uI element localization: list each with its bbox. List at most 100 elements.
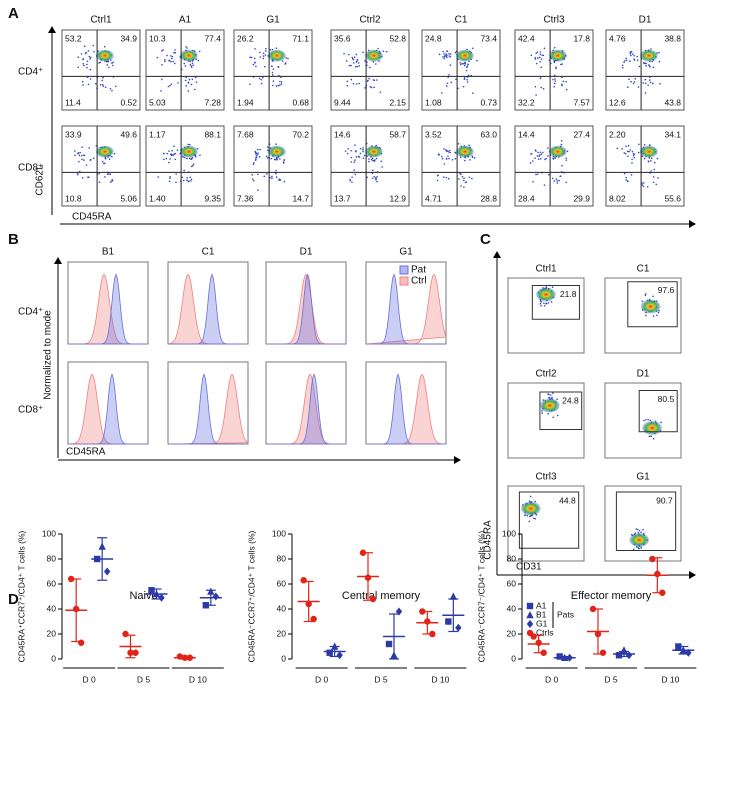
event-dot: [88, 55, 91, 58]
event-dot: [282, 161, 285, 164]
event-dot: [541, 54, 543, 57]
event-dot: [175, 181, 177, 184]
event-dot: [168, 150, 170, 152]
histogram: [366, 373, 446, 445]
event-dot: [174, 52, 177, 54]
event-dot: [181, 176, 184, 179]
event-dot: [82, 58, 85, 60]
event-dot: [187, 143, 189, 146]
data-point: [395, 607, 403, 616]
event-dot: [547, 413, 549, 415]
event-dot: [161, 49, 163, 52]
event-dot: [621, 67, 624, 69]
event-dot: [451, 158, 454, 161]
plot-frame: [604, 277, 682, 354]
event-dot: [346, 85, 348, 87]
event-dot: [652, 437, 655, 440]
event-dot: [654, 161, 656, 164]
data-point: [390, 651, 398, 659]
event-dot: [261, 76, 264, 79]
event-dot: [535, 173, 537, 176]
quadrant-value: 5.03: [149, 97, 166, 107]
event-dot: [538, 56, 541, 59]
event-dot: [99, 84, 102, 86]
data-point: [445, 618, 452, 625]
plot-frame: [330, 125, 410, 207]
event-dot: [185, 45, 187, 48]
event-dot: [644, 418, 647, 421]
event-dot: [195, 81, 198, 83]
gate-value: 21.8: [560, 289, 577, 299]
event-dot: [103, 45, 106, 48]
event-dot: [89, 56, 92, 59]
event-dot: [637, 151, 640, 154]
quadrant-value: 2.15: [389, 97, 406, 107]
density-core: [267, 145, 286, 158]
panel-letter: A: [8, 5, 19, 22]
event-dot: [166, 152, 168, 155]
event-dot: [547, 147, 549, 149]
event-dot: [348, 53, 350, 56]
x-tick-label: D 5: [604, 674, 618, 684]
chart-title: Effector memory: [571, 590, 652, 602]
event-dot: [287, 57, 289, 60]
event-dot: [88, 176, 90, 179]
event-dot: [638, 65, 641, 68]
event-dot: [160, 90, 162, 92]
x-tick-label: D 5: [374, 674, 388, 684]
event-dot: [168, 60, 170, 62]
quadrant-value: 10.8: [65, 193, 82, 203]
legend-label: A1: [536, 600, 547, 610]
event-dot: [275, 169, 277, 172]
data-point: [649, 555, 656, 563]
quadrant-value: 71.1: [292, 33, 309, 43]
axis-label: CD31: [516, 562, 542, 573]
event-dot: [260, 82, 263, 85]
event-dot: [616, 147, 619, 150]
event-dot: [182, 156, 184, 158]
event-dot: [560, 63, 562, 66]
gate-value: 80.5: [658, 394, 675, 404]
quadrant-value: 1.08: [425, 97, 442, 107]
event-dot: [107, 60, 110, 63]
event-dot: [445, 55, 448, 58]
quadrant-value: 55.6: [664, 193, 681, 203]
y-tick-label: 80: [47, 553, 57, 563]
event-dot: [170, 57, 173, 60]
data-point: [305, 600, 312, 608]
event-dot: [630, 174, 633, 176]
data-point: [326, 649, 333, 656]
event-dot: [264, 65, 266, 68]
event-dot: [553, 46, 556, 49]
event-dot: [169, 177, 171, 180]
event-dot: [641, 300, 644, 302]
event-dot: [169, 84, 171, 87]
event-dot: [362, 150, 364, 153]
event-dot: [652, 181, 655, 184]
quadrant-value: 27.4: [573, 129, 590, 139]
event-dot: [633, 54, 636, 57]
event-dot: [86, 63, 88, 66]
event-dot: [109, 173, 112, 175]
plot-title: Ctrl1: [535, 264, 557, 275]
event-dot: [252, 163, 255, 165]
event-dot: [77, 66, 80, 69]
legend-group-label: Pats: [557, 609, 574, 619]
event-dot: [655, 183, 658, 186]
event-dot: [78, 170, 81, 173]
event-dot: [446, 82, 449, 85]
event-dot: [647, 418, 649, 421]
event-dot: [532, 160, 534, 162]
density-core: [179, 49, 198, 62]
data-point: [455, 623, 462, 632]
event-dot: [545, 157, 548, 160]
event-dot: [366, 176, 368, 179]
event-dot: [362, 157, 365, 159]
density-core: [639, 49, 658, 62]
event-dot: [540, 153, 543, 155]
event-dot: [550, 301, 553, 303]
event-dot: [189, 143, 191, 146]
event-dot: [353, 56, 356, 58]
event-dot: [265, 173, 268, 175]
event-dot: [170, 83, 173, 85]
